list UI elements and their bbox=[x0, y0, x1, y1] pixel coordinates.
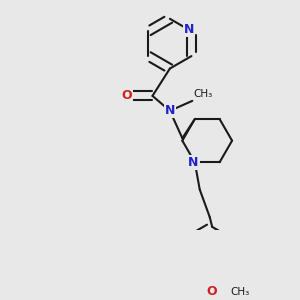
Text: N: N bbox=[184, 23, 194, 37]
Text: N: N bbox=[165, 104, 175, 117]
Text: N: N bbox=[188, 156, 199, 169]
Text: CH₃: CH₃ bbox=[231, 286, 250, 296]
Text: CH₃: CH₃ bbox=[194, 89, 213, 99]
Text: O: O bbox=[207, 285, 217, 298]
Text: O: O bbox=[121, 89, 132, 102]
